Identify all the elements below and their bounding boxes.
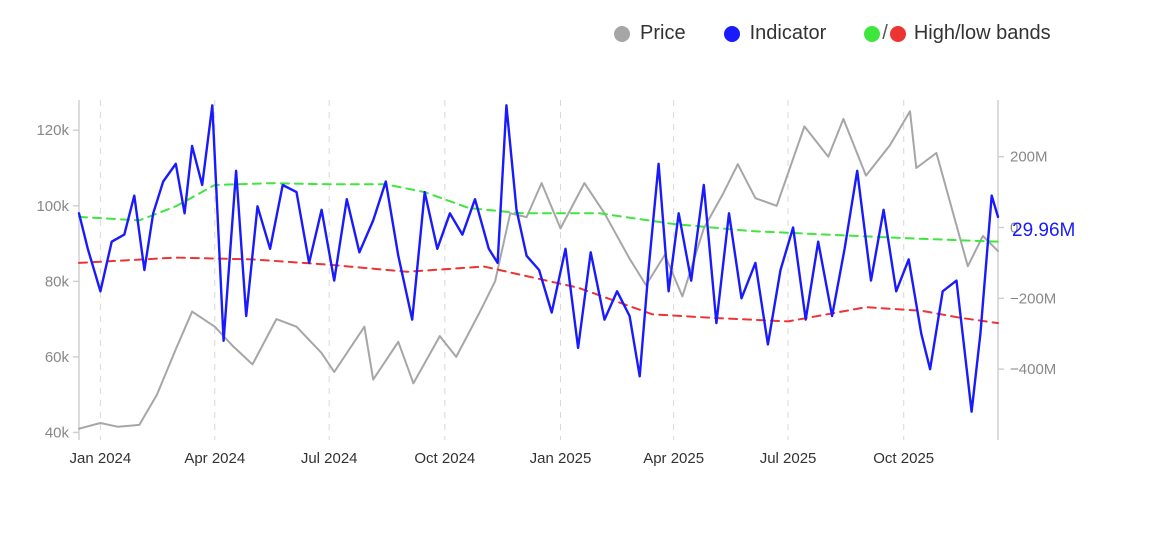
x-tick-label-7: Oct 2025	[873, 450, 934, 467]
x-tick-label-4: Jan 2025	[530, 450, 592, 467]
legend-item-bands[interactable]: / High/low bands	[864, 22, 1051, 45]
legend-item-price[interactable]: Price	[614, 22, 686, 45]
series-layer	[77, 104, 1000, 430]
legend-bands-separator: /	[882, 22, 888, 44]
right-tick-label-0: −400M	[1010, 361, 1056, 378]
low-band-dot-icon	[889, 25, 906, 42]
chart-axes	[73, 100, 1004, 440]
indicator-last-value-label: 29.96M	[1012, 220, 1075, 241]
x-tick-label-3: Oct 2024	[414, 450, 475, 467]
left-tick-label-0: 40k	[45, 424, 70, 441]
series-line-price	[78, 110, 999, 430]
price-dot-icon	[614, 25, 630, 42]
legend-indicator-label: Indicator	[749, 22, 827, 44]
chart-legend: Price Indicator / High/low bands	[614, 22, 1051, 45]
series-line-indicator	[77, 104, 1000, 413]
x-tick-label-2: Jul 2024	[301, 450, 358, 467]
x-tick-label-0: Jan 2024	[70, 450, 132, 467]
right-tick-label-2: 0	[1010, 220, 1018, 237]
series-line-high-band	[78, 182, 999, 243]
left-tick-label-1: 60k	[45, 349, 70, 366]
axis-labels: Jan 2024 Apr 2024 Jul 2024 Oct 2024 Jan 2025…	[36, 122, 1075, 467]
left-tick-label-2: 80k	[45, 273, 70, 290]
series-line-low-band	[78, 256, 999, 325]
indicator-dot-icon	[723, 25, 740, 42]
x-tick-label-5: Apr 2025	[643, 450, 704, 467]
legend-bands-label: High/low bands	[913, 22, 1051, 44]
x-tick-label-1: Apr 2024	[184, 450, 245, 467]
x-tick-label-6: Jul 2025	[760, 450, 817, 467]
legend-price-label: Price	[640, 22, 686, 44]
legend-item-indicator[interactable]: Indicator	[723, 22, 827, 45]
left-tick-label-4: 120k	[36, 122, 69, 139]
right-tick-label-1: −200M	[1010, 290, 1056, 307]
left-tick-label-3: 100k	[36, 198, 69, 215]
high-band-dot-icon	[864, 25, 881, 42]
right-tick-label-3: 200M	[1010, 149, 1048, 166]
